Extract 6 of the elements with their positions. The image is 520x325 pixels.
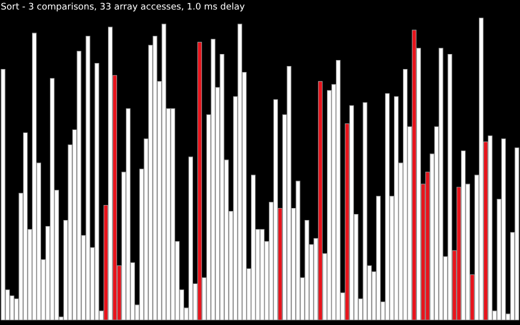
- bar: [210, 38, 216, 320]
- bar: [76, 50, 82, 320]
- chart-title: Sort - 3 comparisons, 33 array accesses, 1.0 ms delay: [0, 2, 246, 13]
- bar: [501, 138, 506, 320]
- bar: [286, 66, 292, 320]
- bar: [188, 156, 194, 320]
